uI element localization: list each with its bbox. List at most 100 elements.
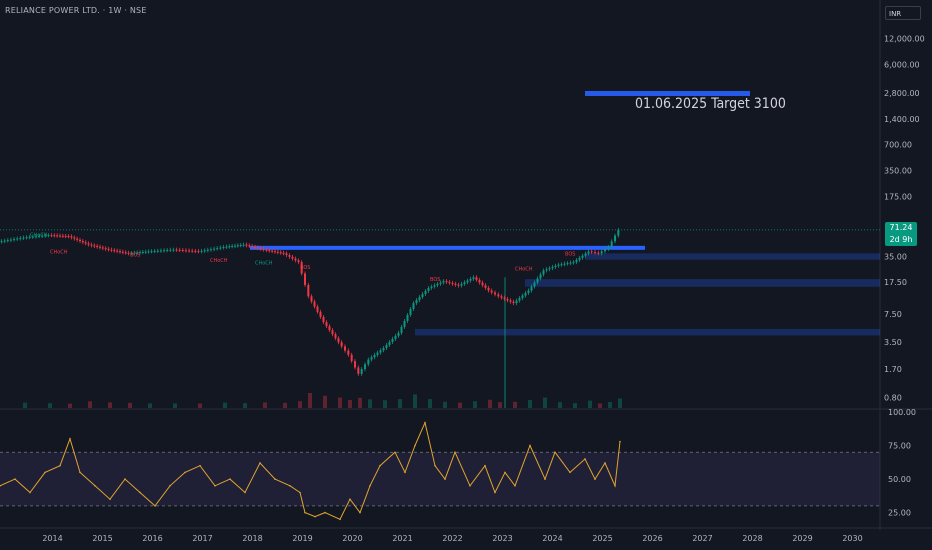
candle <box>569 262 572 264</box>
candle <box>84 242 87 244</box>
candle <box>110 249 113 251</box>
candle <box>512 301 515 304</box>
rsi-point <box>349 498 351 500</box>
price-tick-label: 1.70 <box>884 365 902 374</box>
candle <box>96 246 99 248</box>
rsi-point <box>379 464 381 467</box>
candle <box>225 246 228 248</box>
candle <box>116 250 119 252</box>
candle <box>184 250 187 252</box>
volume-bar <box>223 402 227 408</box>
candle <box>262 248 265 250</box>
rsi-point <box>454 451 456 454</box>
candle <box>497 294 500 297</box>
candle <box>445 281 448 283</box>
rsi-point <box>494 491 496 494</box>
volume-bar <box>48 403 52 408</box>
candle <box>76 238 79 240</box>
bar-countdown: 2d 9h <box>889 235 913 244</box>
candle <box>584 253 587 256</box>
candle <box>360 369 363 374</box>
candle <box>545 269 548 271</box>
volume-bar <box>608 401 612 408</box>
volume-bar <box>338 397 342 408</box>
candle <box>56 235 59 237</box>
candle <box>388 341 391 345</box>
time-tick-label: 2021 <box>392 534 412 543</box>
rsi-point <box>94 484 96 487</box>
volume-bar <box>173 403 177 408</box>
rsi-point <box>469 484 471 487</box>
candle <box>310 296 313 302</box>
candle <box>130 253 133 255</box>
candle <box>319 311 322 317</box>
volume-bar <box>23 402 27 408</box>
rsi-point <box>139 491 141 494</box>
candle <box>448 282 451 284</box>
candle <box>515 300 518 304</box>
rsi-point <box>584 458 586 460</box>
rsi-point <box>434 464 436 467</box>
candle <box>457 284 460 286</box>
candle <box>484 285 487 288</box>
candle <box>313 301 316 307</box>
candle <box>288 255 291 257</box>
rsi-tick-label: 25.00 <box>888 509 911 518</box>
candle <box>430 286 433 288</box>
candle <box>213 248 216 250</box>
candle <box>490 290 493 293</box>
candle <box>268 250 271 252</box>
candle <box>141 251 144 253</box>
volume-bar <box>558 402 562 408</box>
candle <box>394 335 397 339</box>
candle <box>104 248 107 250</box>
candle <box>328 326 331 331</box>
candle <box>494 292 496 295</box>
rsi-point <box>244 491 246 494</box>
candle <box>551 267 554 269</box>
candle <box>19 238 22 240</box>
candle <box>38 235 41 237</box>
candle <box>600 251 603 254</box>
structure-label: CHoCH <box>50 249 68 255</box>
rsi-point <box>299 491 301 494</box>
price-tick-label: 700.00 <box>884 141 912 150</box>
rsi-point <box>259 462 261 464</box>
candle <box>156 250 159 252</box>
candle <box>316 306 319 312</box>
rsi-point <box>404 471 406 474</box>
candle <box>357 367 360 374</box>
candle <box>203 250 206 252</box>
candle <box>59 235 61 237</box>
time-tick-label: 2026 <box>642 534 662 543</box>
candle <box>421 294 424 298</box>
candle <box>276 251 279 253</box>
time-tick-label: 2020 <box>342 534 362 543</box>
rsi-point <box>214 484 216 487</box>
candle <box>554 265 557 268</box>
candle <box>87 243 90 245</box>
structure-label: CHoCH <box>255 261 273 267</box>
candle <box>524 293 527 296</box>
candle <box>297 260 300 263</box>
price-tick-label: 6,000.00 <box>884 61 920 70</box>
candle <box>500 296 503 298</box>
candle <box>99 246 101 248</box>
candle <box>439 282 442 284</box>
candle <box>197 251 200 253</box>
volume-bar <box>263 402 267 408</box>
resistance-line <box>250 245 645 250</box>
candle <box>159 250 162 252</box>
rsi-point <box>604 462 606 464</box>
candle <box>334 334 337 339</box>
time-tick-label: 2016 <box>142 534 162 543</box>
structure-label: CHoCH <box>210 258 228 264</box>
candle <box>337 338 340 343</box>
volume-bar <box>243 403 247 408</box>
candle <box>133 252 136 254</box>
candle <box>53 235 56 237</box>
currency-button[interactable]: INR <box>885 6 921 20</box>
volume-bar <box>618 398 622 408</box>
candle <box>22 237 25 239</box>
